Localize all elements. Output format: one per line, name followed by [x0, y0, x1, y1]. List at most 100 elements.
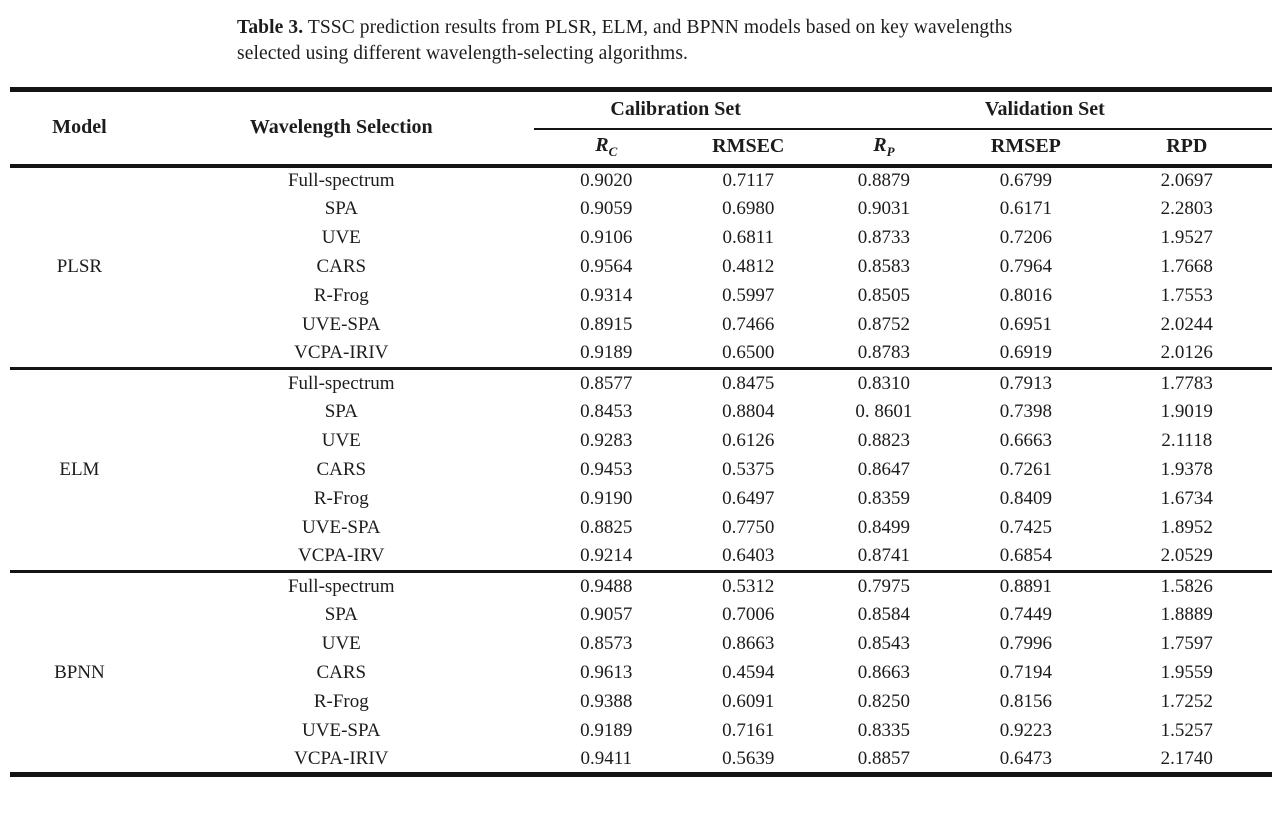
rpd-cell: 1.7553: [1160, 285, 1213, 306]
rc-cell: 0.9453: [580, 459, 633, 480]
col-header-calibration-set: Calibration Set: [533, 89, 818, 130]
rpd-cell: 2.2803: [1160, 198, 1213, 219]
rmsec-cell: 0.6403: [722, 545, 775, 567]
rmsec-cell: 0.8804: [722, 401, 775, 422]
header-row-metrics: RC RMSEC RP RMSEP RPD: [10, 129, 1272, 166]
table-row: CARS 0.9453 0.5375 0.8647 0.7261 1.9378: [10, 456, 1272, 485]
table-row: SPA 0.9059 0.6980 0.9031 0.6171 2.2803: [10, 195, 1272, 224]
rmsec-cell: 0.8475: [722, 372, 775, 394]
caption-line2: selected using different wavelength-sele…: [237, 43, 688, 64]
table-row: R-Frog 0.9388 0.6091 0.8250 0.8156 1.7252: [10, 688, 1272, 717]
method-cell: CARS: [316, 256, 367, 277]
rmsep-cell: 0.7206: [999, 227, 1052, 248]
table-header: Model Wavelength Selection Calibration S…: [10, 89, 1272, 166]
rc-cell: 0.8825: [580, 517, 633, 538]
model-cell: ELM: [59, 459, 100, 480]
rp-cell: 0.8499: [857, 517, 911, 538]
rmsec-cell: 0.4812: [722, 256, 775, 277]
model-section-elm: ELM Full-spectrum 0.8577 0.8475 0.8310 0.7913…: [10, 368, 1272, 572]
model-section-plsr: PLSR Full-spectrum 0.9020 0.7117 0.8879 0.679…: [10, 166, 1272, 369]
rp-cell: 0.8505: [857, 285, 911, 306]
table-row: R-Frog 0.9190 0.6497 0.8359 0.8409 1.6734: [10, 485, 1272, 514]
method-cell: UVE-SPA: [302, 720, 381, 741]
method-cell: UVE-SPA: [302, 314, 381, 335]
rpd-cell: 2.1740: [1160, 747, 1213, 769]
model-section-bpnn: BPNN Full-spectrum 0.9488 0.5312 0.7975 0.889…: [10, 571, 1272, 775]
rmsec-cell: 0.7466: [722, 314, 775, 335]
rc-cell: 0.9106: [580, 227, 633, 248]
rmsep-cell: 0.8156: [999, 691, 1052, 712]
rpd-cell: 2.0697: [1160, 170, 1213, 191]
method-cell: UVE-SPA: [302, 517, 381, 538]
method-cell: R-Frog: [313, 691, 369, 712]
rmsec-cell: 0.6497: [722, 488, 775, 509]
rp-cell: 0.8733: [857, 227, 911, 248]
col-header-rp: RP: [873, 133, 895, 159]
method-cell: R-Frog: [313, 285, 369, 306]
rpd-cell: 2.0126: [1160, 342, 1213, 364]
col-header-wavelength-selection: Wavelength Selection: [249, 116, 433, 139]
table-row: CARS 0.9613 0.4594 0.8663 0.7194 1.9559: [10, 659, 1272, 688]
rc-cell: 0.9314: [580, 285, 633, 306]
method-cell: CARS: [316, 662, 367, 683]
rmsep-cell: 0.6663: [999, 430, 1052, 451]
rmsep-cell: 0.6473: [999, 747, 1052, 769]
rmsec-cell: 0.5997: [722, 285, 775, 306]
rmsep-cell: 0.6799: [999, 170, 1052, 191]
rpd-cell: 1.5257: [1160, 720, 1213, 741]
rpd-cell: 1.6734: [1160, 488, 1213, 509]
table-row: UVE 0.9283 0.6126 0.8823 0.6663 2.1118: [10, 427, 1272, 456]
rc-cell: 0.8453: [580, 401, 633, 422]
rc-cell: 0.8915: [580, 314, 633, 335]
rmsep-cell: 0.7261: [999, 459, 1052, 480]
rp-cell: 0.7975: [857, 575, 911, 597]
method-cell: R-Frog: [313, 488, 369, 509]
rpd-cell: 1.7668: [1160, 256, 1213, 277]
rpd-cell: 1.7783: [1160, 372, 1213, 394]
rc-cell: 0.9411: [580, 747, 633, 769]
method-cell: UVE: [321, 227, 361, 248]
rc-cell: 0.9190: [580, 488, 633, 509]
rmsep-cell: 0.7996: [999, 633, 1052, 654]
rmsec-cell: 0.5312: [722, 575, 775, 597]
rp-cell: 0.8752: [857, 314, 911, 335]
rp-cell: 0.8783: [857, 342, 911, 364]
table-row: PLSR Full-spectrum 0.9020 0.7117 0.8879 0.679…: [10, 166, 1272, 277]
rc-cell: 0.8577: [580, 372, 633, 394]
method-cell: CARS: [316, 459, 367, 480]
rmsep-cell: 0.9223: [999, 720, 1052, 741]
table-row: SPA 0.9057 0.7006 0.8584 0.7449 1.8889: [10, 601, 1272, 630]
method-cell: Full-spectrum: [287, 372, 395, 394]
rmsec-cell: 0.7161: [722, 720, 775, 741]
table-row: R-Frog 0.9314 0.5997 0.8505 0.8016 1.7553: [10, 282, 1272, 311]
table-row: VCPA-IRIV 0.9189 0.6500 0.8783 0.6919 2.0126: [10, 340, 1272, 369]
caption-line1: TSSC prediction results from PLSR, ELM, …: [307, 17, 1013, 38]
col-header-rc: RC: [595, 133, 618, 159]
rc-cell: 0.9214: [580, 545, 633, 567]
rp-cell: 0.8310: [857, 372, 911, 394]
model-cell: PLSR: [56, 256, 103, 278]
rp-cell: 0.8741: [857, 545, 911, 567]
rp-cell: 0.8584: [857, 604, 911, 625]
results-table: Model Wavelength Selection Calibration S…: [10, 87, 1272, 777]
rmsec-cell: 0.5375: [722, 459, 775, 480]
rpd-cell: 1.9559: [1160, 662, 1213, 683]
rc-cell: 0.9059: [580, 198, 633, 219]
rpd-cell: 1.7252: [1160, 691, 1213, 712]
rp-cell: 0.8543: [857, 633, 911, 654]
col-header-model: Model: [52, 116, 107, 139]
rp-cell: 0.8583: [857, 256, 911, 277]
rmsec-cell: 0.4594: [722, 662, 775, 683]
table-row: UVE-SPA 0.8825 0.7750 0.8499 0.7425 1.8952: [10, 514, 1272, 543]
rmsec-cell: 0.7750: [722, 517, 775, 538]
rp-cell: 0.8250: [857, 691, 911, 712]
table-row: SPA 0.8453 0.8804 0. 8601 0.7398 1.9019: [10, 398, 1272, 427]
rpd-cell: 1.7597: [1160, 633, 1213, 654]
rc-cell: 0.9488: [580, 575, 633, 597]
table-row: UVE-SPA 0.9189 0.7161 0.8335 0.9223 1.5257: [10, 717, 1272, 746]
method-cell: VCPA-IRV: [298, 545, 385, 567]
rmsep-cell: 0.7964: [999, 256, 1052, 277]
header-row-groups: Model Wavelength Selection Calibration S…: [10, 89, 1272, 138]
rmsep-cell: 0.6171: [999, 198, 1052, 219]
rpd-cell: 1.9527: [1160, 227, 1213, 248]
